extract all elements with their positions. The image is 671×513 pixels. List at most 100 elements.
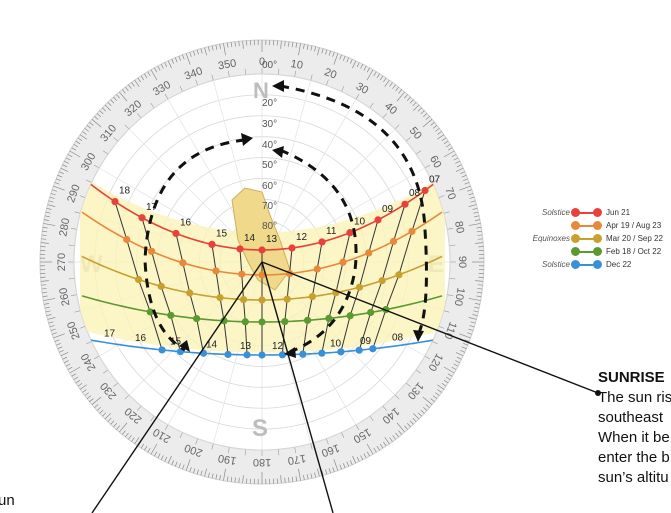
- compass-tick: [44, 219, 50, 221]
- compass-tick: [310, 473, 313, 479]
- inner-tick: [382, 405, 387, 411]
- hour-label-jun: 09: [382, 204, 394, 215]
- compass-tick: [178, 56, 182, 61]
- compass-tick: [413, 104, 420, 111]
- compass-tick: [398, 89, 402, 94]
- inner-tick: [179, 432, 183, 438]
- compass-tick: [96, 113, 101, 118]
- compass-tick: [46, 314, 52, 317]
- inner-tick: [113, 382, 119, 387]
- inner-tick: [438, 326, 445, 329]
- legend-row: Apr 19 / Aug 23: [514, 220, 671, 232]
- sun-position-dot: [308, 292, 316, 301]
- altitude-label: 70°: [262, 201, 277, 212]
- compass-tick: [280, 40, 282, 49]
- compass-label: 110: [441, 320, 458, 341]
- sun-position-dot: [134, 275, 143, 284]
- sun-position-dot: [212, 267, 220, 275]
- compass-tick: [406, 96, 411, 101]
- inner-tick: [70, 228, 77, 230]
- sun-position-dot: [179, 259, 187, 267]
- compass-tick: [171, 460, 175, 465]
- compass-tick: [420, 409, 425, 414]
- inner-tick: [164, 424, 169, 431]
- hour-label-jun: 12: [296, 232, 308, 243]
- compass-tick: [455, 360, 460, 364]
- compass-tick: [79, 384, 87, 390]
- sun-position-dot: [216, 294, 224, 302]
- compass-tick: [303, 44, 305, 50]
- sun-position-dot: [389, 237, 398, 246]
- inner-tick: [405, 382, 411, 387]
- sun-position-dot: [158, 346, 166, 354]
- sun-position-dot: [186, 289, 194, 297]
- compass-tick: [223, 468, 226, 481]
- compass-tick: [472, 314, 478, 317]
- sun-position-dot: [365, 249, 373, 257]
- inner-tick: [68, 278, 75, 280]
- compass-label: 190: [217, 452, 237, 467]
- altitude-label: 40°: [262, 140, 277, 151]
- compass-tick: [44, 215, 50, 218]
- compass-tick: [89, 122, 94, 126]
- compass-tick: [376, 73, 380, 79]
- inner-tick: [449, 278, 456, 280]
- hour-label-jun: 17: [146, 202, 158, 213]
- compass-tick: [42, 230, 48, 233]
- compass-tick: [226, 42, 229, 48]
- compass-tick: [461, 346, 467, 350]
- inner-tick: [150, 102, 155, 109]
- compass-tick: [460, 171, 465, 175]
- compass-tick: [67, 366, 73, 370]
- sun-position-dot: [346, 312, 354, 320]
- hour-label-dec: 09: [360, 336, 372, 347]
- inner-tick: [355, 424, 360, 431]
- compass-tick: [86, 395, 92, 399]
- compass-tick: [443, 150, 455, 158]
- inner-tick: [405, 137, 411, 142]
- compass-tick: [86, 125, 92, 129]
- compass-tick: [352, 60, 357, 69]
- compass-tick: [196, 49, 199, 55]
- compass-tick: [185, 53, 191, 65]
- compass-tick: [475, 242, 484, 244]
- legend-dot: [593, 234, 602, 243]
- compass-ticks: [40, 40, 484, 484]
- compass-tick: [395, 432, 399, 438]
- compass-tick: [193, 468, 196, 474]
- inner-tick: [432, 179, 438, 183]
- compass-tick: [125, 86, 129, 92]
- compass-tick: [425, 404, 430, 408]
- compass-tick: [464, 182, 470, 185]
- hour-label-dec: 14: [206, 339, 218, 350]
- compass-tick: [99, 409, 104, 414]
- compass-tick: [42, 226, 48, 229]
- compass-tick: [384, 437, 390, 445]
- compass-tick: [53, 333, 65, 339]
- sun-position-dot: [337, 348, 345, 356]
- compass-tick: [356, 62, 360, 68]
- compass-tick: [60, 352, 69, 357]
- altitude-label: 00°: [262, 60, 277, 71]
- hour-label-jun: 16: [180, 217, 192, 228]
- sun-position-dot: [281, 317, 289, 326]
- altitude-label: 60°: [262, 181, 277, 192]
- cardinal-s: S: [252, 415, 268, 442]
- inner-tick: [394, 124, 400, 130]
- sun-position-dot: [193, 314, 201, 323]
- arrowhead-mid: [241, 133, 253, 146]
- compass-tick: [360, 455, 364, 460]
- compass-tick: [332, 51, 335, 57]
- compass-tick: [196, 469, 199, 475]
- inner-tick: [443, 310, 450, 313]
- compass-tick: [150, 69, 158, 81]
- compass-tick: [422, 396, 433, 405]
- compass-tick: [443, 366, 455, 374]
- compass-tick: [84, 128, 89, 132]
- hour-label-jun: 11: [326, 226, 337, 237]
- inner-tick: [369, 415, 374, 422]
- sun-position-dot: [339, 258, 347, 266]
- compass-tick: [57, 174, 63, 178]
- inner-tick: [124, 394, 130, 400]
- compass-tick: [128, 84, 132, 89]
